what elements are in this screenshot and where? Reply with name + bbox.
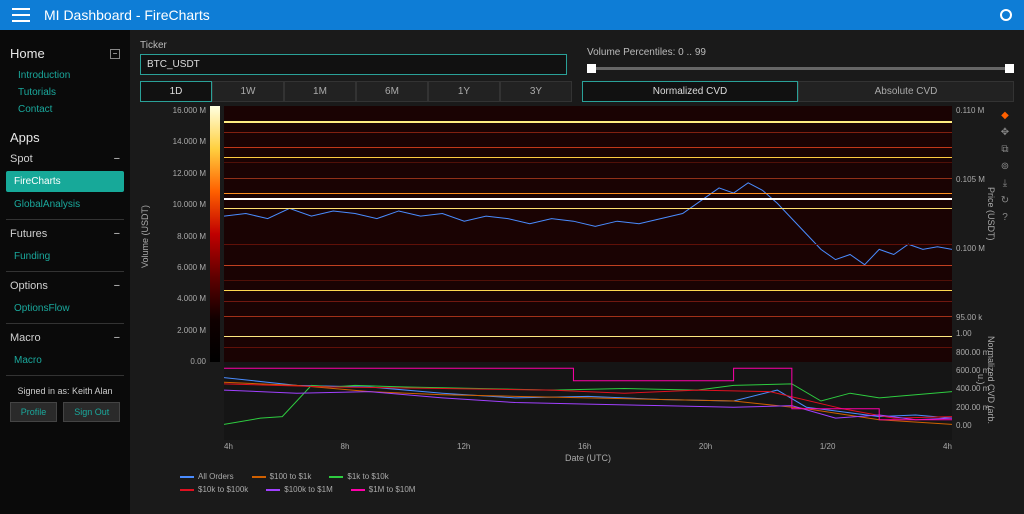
collapse-icon[interactable]: − [114,153,120,165]
price-axis-label: Price (USDT) [986,142,996,286]
timeframe-6m[interactable]: 6M [356,81,428,102]
sidebar-home-header[interactable]: Home − [6,42,124,65]
sidebar-item-globalanalysis[interactable]: GlobalAnalysis [6,194,124,215]
cvd-mode-group: Normalized CVDAbsolute CVD [582,81,1014,102]
legend-item[interactable]: All Orders [180,472,234,481]
bokeh-logo-icon[interactable]: ◆ [998,108,1012,122]
sidebar-section-spot[interactable]: Spot− [6,149,124,169]
pan-icon[interactable]: ✥ [998,125,1012,139]
cvd-chart[interactable] [224,362,952,440]
ticker-input[interactable] [140,54,567,75]
timeframe-1d[interactable]: 1D [140,81,212,102]
heatmap-chart[interactable] [210,106,952,362]
box-zoom-icon[interactable]: ⧉ [998,142,1012,156]
timeframe-1w[interactable]: 1W [212,81,284,102]
colorbar [210,106,220,362]
cvd-mode-normalized-cvd[interactable]: Normalized CVD [582,81,798,102]
legend: All Orders $100 to $1k $1k to $10k $10k to … [140,466,1014,504]
legend-item[interactable]: $100k to $1M [266,485,332,494]
volume-percentile-slider[interactable] [587,61,1014,75]
sidebar-link-tutorials[interactable]: Tutorials [6,84,124,101]
collapse-icon[interactable]: − [114,280,120,292]
sidebar-link-contact[interactable]: Contact [6,101,124,118]
timeframe-1m[interactable]: 1M [284,81,356,102]
chart-toolbar: ◆ ✥ ⧉ ⊚ ⤓ ↻ ? [996,106,1014,466]
timeframe-3y[interactable]: 3Y [500,81,572,102]
sidebar-item-macro[interactable]: Macro [6,350,124,371]
wheel-zoom-icon[interactable]: ⊚ [998,159,1012,173]
reset-icon[interactable]: ↻ [998,193,1012,207]
sidebar-item-optionsflow[interactable]: OptionsFlow [6,298,124,319]
legend-item[interactable]: $10k to $100k [180,485,248,494]
cvd-mode-absolute-cvd[interactable]: Absolute CVD [798,81,1014,102]
timeframe-group: 1D1W1M6M1Y3Y [140,81,572,102]
legend-item[interactable]: $1k to $10k [329,472,388,481]
app-title: MI Dashboard - FireCharts [44,7,210,23]
collapse-icon[interactable]: − [114,332,120,344]
sidebar-section-futures[interactable]: Futures− [6,224,124,244]
signed-in-text: Signed in as: Keith Alan [6,386,124,396]
volume-percentile-label: Volume Percentiles: 0 .. 99 [587,47,1014,58]
main-panel: Ticker Volume Percentiles: 0 .. 99 1D1W1… [130,30,1024,514]
volume-axis-label: Volume (USDT) [140,106,150,366]
signout-button[interactable]: Sign Out [63,402,120,422]
sidebar-section-macro[interactable]: Macro− [6,328,124,348]
sidebar-link-introduction[interactable]: Introduction [6,67,124,84]
collapse-icon[interactable]: − [110,49,120,59]
x-axis-label: Date (UTC) [224,453,952,463]
top-bar: MI Dashboard - FireCharts [0,0,1024,30]
collapse-icon[interactable]: − [114,228,120,240]
sidebar-home-label: Home [10,46,45,61]
hover-icon[interactable]: ? [998,210,1012,224]
sidebar-item-firecharts[interactable]: FireCharts [6,171,124,192]
profile-button[interactable]: Profile [10,402,58,422]
sidebar-apps-header: Apps [6,126,124,149]
timeframe-1y[interactable]: 1Y [428,81,500,102]
status-icon[interactable] [1000,9,1012,21]
sidebar-item-funding[interactable]: Funding [6,246,124,267]
menu-icon[interactable] [12,8,30,22]
sidebar-apps-label: Apps [10,130,40,145]
cvd-axis-label: Normalized CVD (arb. u.) [976,329,996,430]
legend-item[interactable]: $100 to $1k [252,472,312,481]
save-icon[interactable]: ⤓ [998,176,1012,190]
ticker-label: Ticker [140,40,567,51]
legend-item[interactable]: $1M to $10M [351,485,416,494]
sidebar-section-options[interactable]: Options− [6,276,124,296]
sidebar: Home − IntroductionTutorialsContact Apps… [0,30,130,514]
